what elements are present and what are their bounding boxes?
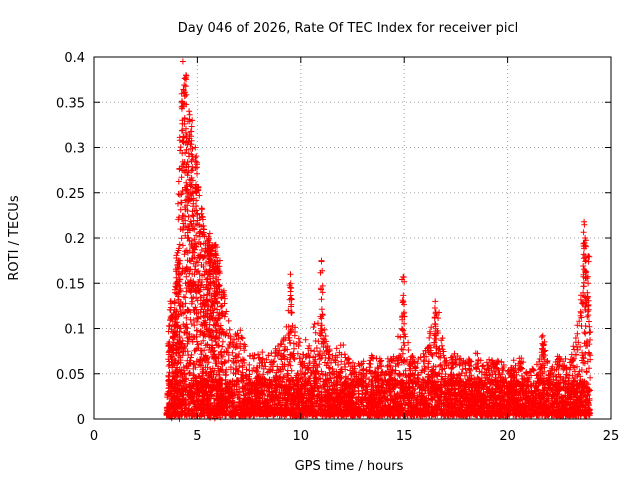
y-tick-label: 0.1 bbox=[64, 323, 85, 338]
x-tick-label: 25 bbox=[603, 429, 620, 444]
x-axis-label: GPS time / hours bbox=[295, 459, 404, 474]
x-tick-label: 20 bbox=[499, 429, 516, 444]
y-axis-label: ROTI / TECUs bbox=[7, 195, 22, 280]
y-tick-label: 0 bbox=[77, 413, 85, 428]
data-points bbox=[163, 58, 594, 422]
grid-lines bbox=[94, 57, 611, 419]
y-tick-label: 0.15 bbox=[56, 277, 85, 292]
y-tick-label: 0.4 bbox=[64, 51, 85, 66]
y-tick-label: 0.25 bbox=[56, 187, 85, 202]
roti-scatter-markers bbox=[163, 58, 594, 422]
y-tick-label: 0.2 bbox=[64, 232, 85, 247]
x-tick-label: 10 bbox=[293, 429, 310, 444]
x-tick-label: 5 bbox=[193, 429, 201, 444]
chart-title: Day 046 of 2026, Rate Of TEC Index for r… bbox=[178, 21, 519, 36]
x-tick-label: 15 bbox=[396, 429, 413, 444]
y-tick-label: 0.3 bbox=[64, 142, 85, 157]
x-tick-label: 0 bbox=[90, 429, 98, 444]
y-tick-label: 0.05 bbox=[56, 368, 85, 383]
y-tick-label: 0.35 bbox=[56, 96, 85, 111]
axis-ticks: 0 5 10 15 20 25 0 0.05 0.1 0.15 0.2 0.25 0.3 0.35 0.4 bbox=[56, 51, 619, 444]
